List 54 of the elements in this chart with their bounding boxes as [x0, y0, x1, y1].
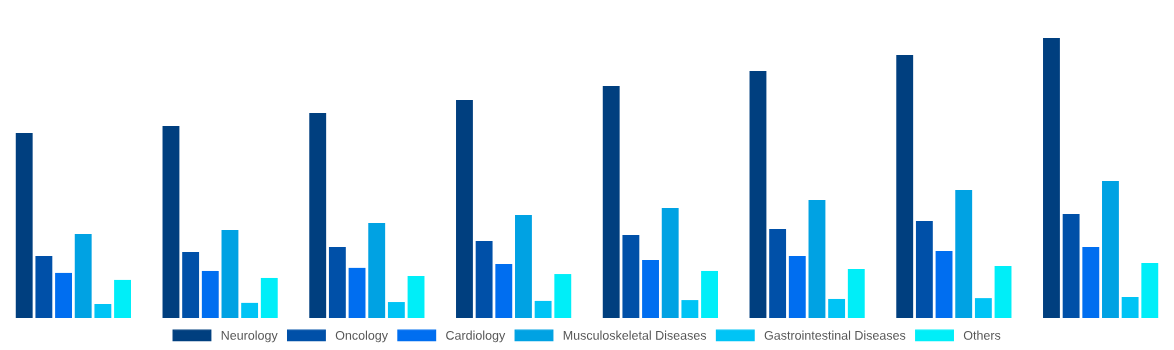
bar	[309, 113, 327, 318]
bar	[622, 235, 640, 318]
bar	[241, 302, 259, 318]
bar	[55, 272, 72, 318]
bar	[661, 207, 679, 318]
legend-label: Oncology	[335, 330, 388, 343]
bar	[955, 190, 973, 318]
bar	[94, 304, 112, 318]
legend-label: Gastrointestinal Diseases	[764, 330, 906, 340]
bar	[896, 55, 914, 318]
bar	[407, 276, 425, 318]
bar	[387, 302, 405, 318]
bar	[114, 279, 131, 318]
bar	[182, 251, 200, 318]
bar	[808, 200, 826, 318]
bar	[1121, 297, 1139, 318]
bar	[554, 274, 572, 318]
bar	[515, 214, 532, 318]
bar	[788, 256, 806, 318]
bar	[828, 298, 846, 318]
bar	[701, 270, 718, 318]
bar	[456, 99, 473, 318]
bar	[74, 234, 92, 318]
bar	[749, 71, 767, 318]
bar	[935, 251, 953, 318]
bar	[328, 246, 346, 318]
bar	[1082, 246, 1100, 318]
legend-label: Cardiology	[446, 330, 506, 343]
bar	[769, 228, 787, 318]
bar	[162, 125, 180, 318]
bar	[1062, 214, 1080, 318]
bar	[348, 267, 366, 318]
bar	[915, 221, 933, 318]
bar	[260, 277, 278, 318]
bar	[368, 223, 386, 318]
bar	[201, 270, 219, 318]
bar	[994, 265, 1012, 318]
bar	[602, 85, 620, 318]
legend-label: Neurology	[221, 330, 278, 343]
bar	[35, 256, 53, 318]
bar	[1043, 38, 1060, 318]
bar	[847, 269, 865, 318]
bar	[681, 300, 699, 318]
bar	[974, 298, 992, 318]
bar	[495, 263, 513, 318]
bar	[221, 230, 239, 318]
bar	[1102, 181, 1119, 318]
legend-label: Others	[963, 330, 1001, 340]
bar	[642, 260, 659, 318]
bar	[475, 241, 493, 318]
bar	[534, 300, 552, 318]
bar	[1141, 263, 1159, 318]
legend-label: Musculoskeletal Diseases	[563, 330, 707, 340]
bar	[15, 132, 33, 318]
